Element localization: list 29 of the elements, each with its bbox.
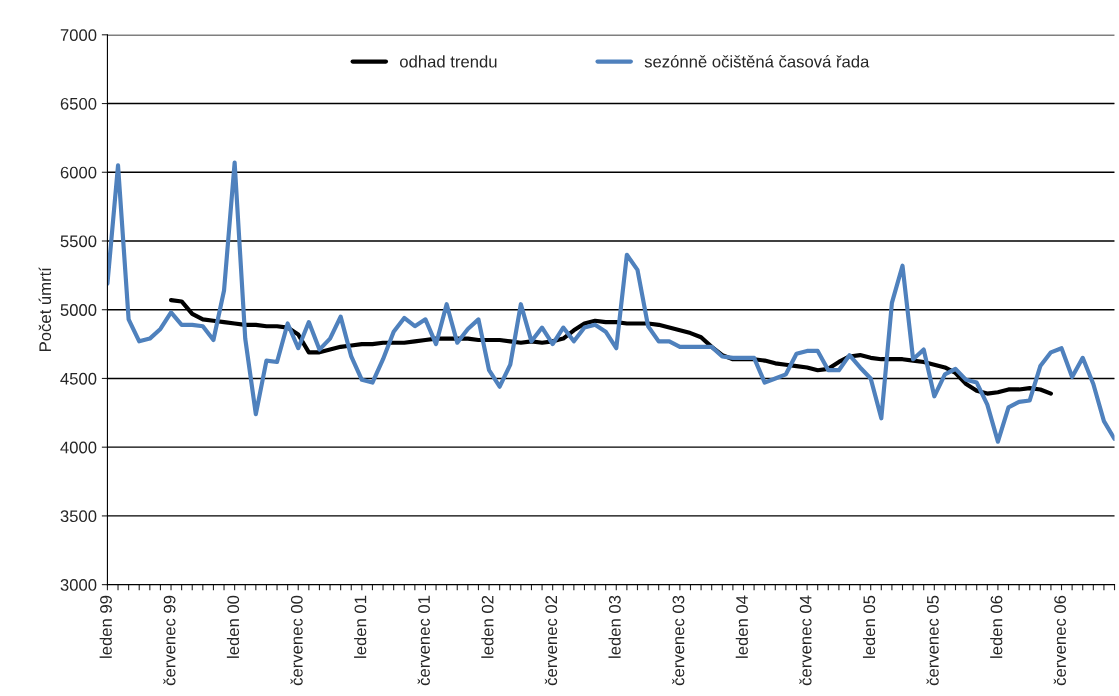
x-tick-label: leden 05 — [862, 595, 876, 658]
x-tick-label: leden 04 — [735, 595, 748, 658]
legend-label: sezónně očištěná časová řada — [644, 55, 870, 68]
x-tick-label: červenec 03 — [672, 595, 685, 686]
y-tick-label: 4000 — [60, 441, 97, 454]
y-tick-label: 6500 — [60, 97, 97, 110]
x-tick-label: červenec 00 — [290, 595, 303, 686]
y-tick-label: 3500 — [60, 510, 97, 523]
x-tick-label: leden 01 — [354, 595, 367, 658]
y-tick-label: 5000 — [60, 304, 97, 316]
x-tick-label: červenec 99 — [163, 595, 176, 686]
x-tick-label: leden 00 — [226, 595, 240, 658]
y-tick-label: 4500 — [60, 372, 97, 385]
x-tick-label: leden 02 — [481, 595, 494, 658]
x-tick-label: červenec 02 — [544, 595, 558, 686]
y-tick-label: 6000 — [60, 166, 97, 179]
x-tick-label: červenec 05 — [926, 595, 939, 686]
y-tick-label: 5500 — [60, 235, 97, 248]
x-tick-label: červenec 04 — [799, 595, 812, 686]
y-axis-title: Počet úmrtí — [38, 267, 52, 351]
y-tick-label: 7000 — [60, 29, 97, 41]
y-tick-label: 3000 — [60, 579, 97, 591]
line-series — [107, 160, 1115, 444]
x-tick-label: červenec 06 — [1053, 595, 1066, 686]
x-tick-label: leden 06 — [990, 595, 1003, 658]
legend-label: odhad trendu — [400, 55, 497, 68]
x-tick-label: leden 03 — [608, 595, 621, 658]
x-tick-label: červenec 01 — [417, 595, 430, 686]
x-tick-label: leden 99 — [99, 595, 112, 658]
